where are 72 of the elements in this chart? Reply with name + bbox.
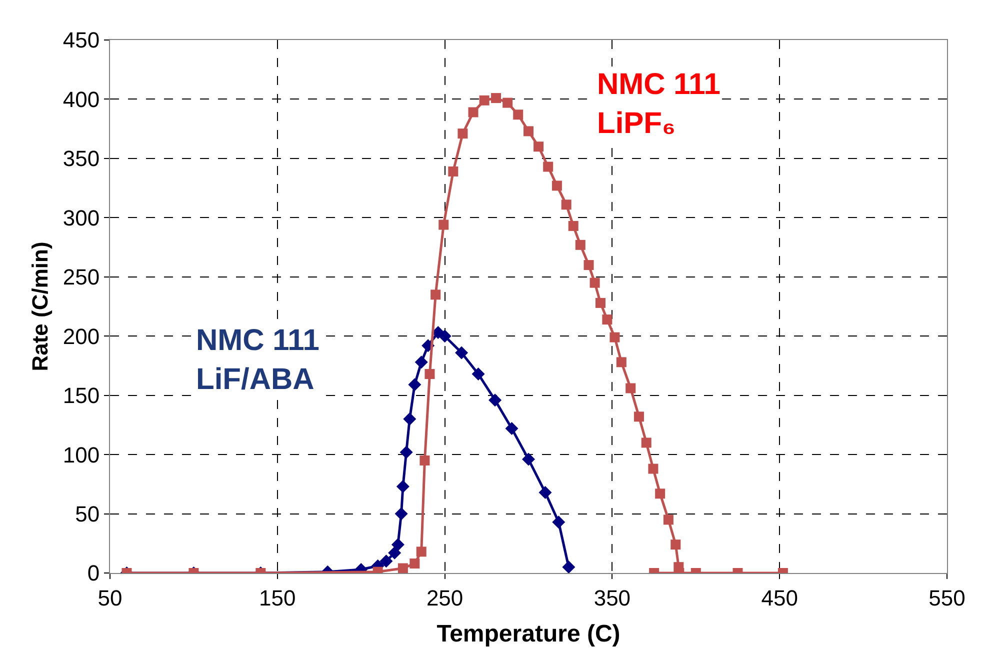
point xyxy=(398,563,408,573)
point xyxy=(595,298,606,308)
point xyxy=(502,98,513,108)
y-tick-label: 400 xyxy=(62,86,100,112)
x-tick-label: 50 xyxy=(98,585,122,610)
point xyxy=(524,126,534,136)
point xyxy=(491,93,502,104)
point xyxy=(468,107,478,118)
point xyxy=(641,438,652,448)
y-tick-label: 350 xyxy=(62,146,100,172)
point xyxy=(575,240,586,250)
point xyxy=(416,546,426,557)
point xyxy=(388,546,402,560)
x-tick-label: 150 xyxy=(259,585,296,610)
point xyxy=(552,180,562,191)
point xyxy=(648,464,658,474)
point xyxy=(424,369,435,380)
point xyxy=(616,357,626,368)
point xyxy=(394,507,408,520)
point xyxy=(400,446,413,459)
x-axis-title: Temperature (C) xyxy=(436,620,620,648)
text: NMC 111 LiF/ABA xyxy=(196,324,320,396)
point xyxy=(561,200,572,210)
point xyxy=(396,480,410,494)
y-tick-label: 0 xyxy=(87,560,100,586)
y-tick-label: 100 xyxy=(62,442,100,468)
point xyxy=(610,332,620,342)
point xyxy=(408,378,422,392)
point xyxy=(448,166,458,176)
point xyxy=(562,560,576,573)
point xyxy=(410,558,420,569)
x-tick-label: 350 xyxy=(594,585,631,610)
point xyxy=(380,554,393,568)
point xyxy=(522,452,535,466)
y-tick-label: 450 xyxy=(62,28,100,53)
point xyxy=(438,220,449,230)
point xyxy=(663,514,674,525)
x-tick-label: 450 xyxy=(761,585,798,610)
y-axis-title: Rate (C/min) xyxy=(28,242,53,372)
point xyxy=(634,412,644,422)
series-label: NMC 111 LiPF₆ xyxy=(597,68,720,140)
point xyxy=(403,412,416,426)
point xyxy=(391,538,404,552)
point xyxy=(552,516,566,529)
y-tick-label: 250 xyxy=(62,264,100,290)
point xyxy=(602,314,612,325)
point xyxy=(430,290,441,300)
point xyxy=(590,278,600,288)
x-tick-label: 550 xyxy=(928,585,966,610)
point xyxy=(568,220,578,231)
point xyxy=(488,394,502,407)
point xyxy=(455,346,468,360)
point xyxy=(458,128,468,139)
point xyxy=(472,368,485,381)
point xyxy=(534,142,544,152)
point xyxy=(626,383,636,394)
x-tick-label: 250 xyxy=(426,585,464,610)
y-tick-label: 150 xyxy=(62,383,100,408)
point xyxy=(438,330,452,343)
point xyxy=(479,95,490,106)
point xyxy=(414,356,428,369)
y-tick-label: 200 xyxy=(62,324,100,349)
point xyxy=(584,260,594,270)
y-tick-label: 300 xyxy=(62,205,100,230)
point xyxy=(513,110,524,120)
point xyxy=(543,162,554,172)
point xyxy=(420,455,430,466)
y-tick-label: 50 xyxy=(75,501,100,526)
point xyxy=(655,488,666,499)
point xyxy=(670,540,681,550)
point xyxy=(538,486,552,499)
point xyxy=(505,422,518,435)
